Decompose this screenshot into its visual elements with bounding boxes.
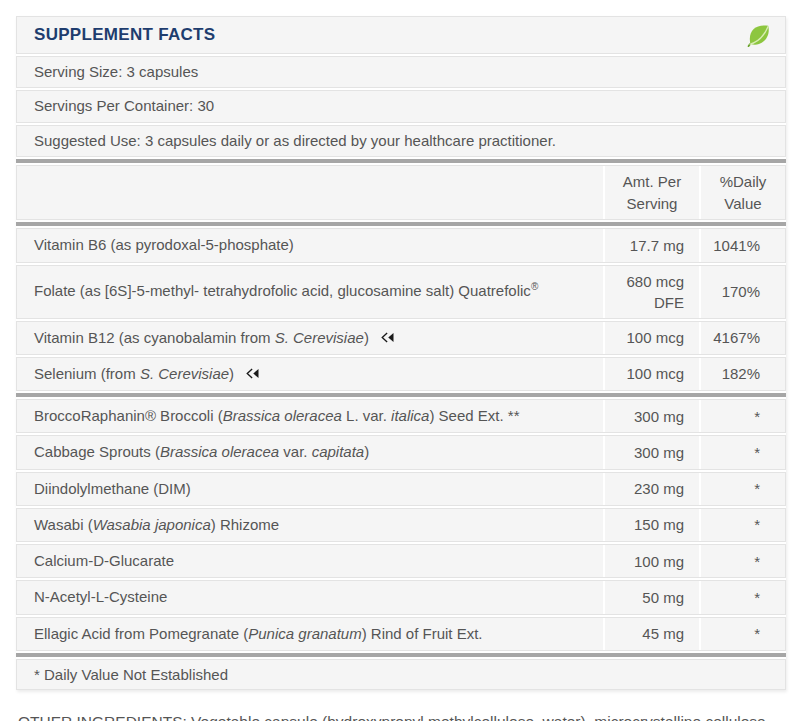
thick-divider <box>16 653 786 657</box>
table-row: BroccoRaphanin® Broccoli (Brassica olera… <box>16 399 786 433</box>
ingredient-name: Folate (as [6S]-5-methyl- tetrahydrofoli… <box>17 275 603 307</box>
thick-divider <box>16 222 786 226</box>
supplement-facts-panel: SUPPLEMENT FACTS Serving Size: 3 capsule… <box>16 16 786 690</box>
daily-value-cell: * <box>699 436 785 468</box>
amount-cell: 150 mg <box>603 509 699 541</box>
thick-divider <box>16 159 786 163</box>
amount-cell: 45 mg <box>603 618 699 650</box>
supplement-facts-section: SUPPLEMENT FACTS Serving Size: 3 capsule… <box>0 0 800 721</box>
serving-size-text: Serving Size: 3 capsules <box>34 63 198 80</box>
suggested-use-text: Suggested Use: 3 capsules daily or as di… <box>34 132 556 149</box>
daily-value-cell: * <box>699 473 785 505</box>
daily-value-cell: 182% <box>699 358 785 390</box>
servings-per-container-row: Servings Per Container: 30 <box>16 90 786 122</box>
ingredient-name: BroccoRaphanin® Broccoli (Brassica olera… <box>17 400 603 432</box>
amount-cell: 680 mcg DFE <box>603 266 699 318</box>
amount-cell: 17.7 mg <box>603 229 699 261</box>
ingredient-name: Vitamin B6 (as pyrodoxal-5-phosphate) <box>17 229 603 261</box>
table-row: Selenium (from S. Cerevisiae) 100 mcg182… <box>16 357 786 391</box>
nutrient-rows-botanicals: BroccoRaphanin® Broccoli (Brassica olera… <box>16 399 786 651</box>
table-row: Calcium-D-Glucarate100 mg* <box>16 544 786 578</box>
table-row: Cabbage Sprouts (Brassica oleracea var. … <box>16 435 786 469</box>
daily-value-cell: * <box>699 509 785 541</box>
amount-cell: 300 mg <box>603 400 699 432</box>
amount-cell: 100 mcg <box>603 358 699 390</box>
leaf-icon <box>745 22 772 49</box>
panel-title: SUPPLEMENT FACTS <box>34 25 215 45</box>
ingredient-name: Wasabi (Wasabia japonica) Rhizome <box>17 509 603 541</box>
daily-value-cell: 4167% <box>699 322 785 354</box>
daily-value-cell: 1041% <box>699 229 785 261</box>
table-row: N-Acetyl-L-Cysteine50 mg* <box>16 580 786 614</box>
table-row: Ellagic Acid from Pomegranate (Punica gr… <box>16 617 786 651</box>
table-row: Folate (as [6S]-5-methyl- tetrahydrofoli… <box>16 265 786 319</box>
table-row: Vitamin B6 (as pyrodoxal-5-phosphate)17.… <box>16 228 786 262</box>
column-header-amount: Amt. Per Serving <box>603 166 699 220</box>
panel-header: SUPPLEMENT FACTS <box>16 16 786 54</box>
column-header-ingredient <box>17 188 603 198</box>
amount-cell: 300 mg <box>603 436 699 468</box>
amount-cell: 100 mg <box>603 545 699 577</box>
daily-value-cell: * <box>699 618 785 650</box>
ingredient-name: Cabbage Sprouts (Brassica oleracea var. … <box>17 436 603 468</box>
daily-value-cell: * <box>699 545 785 577</box>
ingredient-name: Ellagic Acid from Pomegranate (Punica gr… <box>17 618 603 650</box>
ingredient-name: N-Acetyl-L-Cysteine <box>17 581 603 613</box>
naturized-icon <box>245 367 260 380</box>
ingredient-name: Diindolylmethane (DIM) <box>17 473 603 505</box>
amount-cell: 50 mg <box>603 581 699 613</box>
other-ingredients: OTHER INGREDIENTS: Vegetable capsule (hy… <box>18 710 784 721</box>
thick-divider <box>16 393 786 397</box>
suggested-use-row: Suggested Use: 3 capsules daily or as di… <box>16 125 786 157</box>
daily-value-cell: 170% <box>699 266 785 318</box>
ingredient-name: Selenium (from S. Cerevisiae) <box>17 358 603 390</box>
naturized-icon <box>380 331 395 344</box>
serving-size-row: Serving Size: 3 capsules <box>16 56 786 88</box>
nutrient-rows-vitamins: Vitamin B6 (as pyrodoxal-5-phosphate)17.… <box>16 228 786 391</box>
table-row: Vitamin B12 (as cyanobalamin from S. Cer… <box>16 321 786 355</box>
ingredient-name: Vitamin B12 (as cyanobalamin from S. Cer… <box>17 322 603 354</box>
amount-cell: 100 mcg <box>603 322 699 354</box>
ingredient-name: Calcium-D-Glucarate <box>17 545 603 577</box>
daily-value-cell: * <box>699 581 785 613</box>
column-header-daily-value: %Daily Value <box>699 166 785 220</box>
table-row: Diindolylmethane (DIM)230 mg* <box>16 472 786 506</box>
footnote-row: * Daily Value Not Established <box>16 659 786 690</box>
table-row: Wasabi (Wasabia japonica) Rhizome150 mg* <box>16 508 786 542</box>
servings-per-container-text: Servings Per Container: 30 <box>34 97 214 114</box>
amount-cell: 230 mg <box>603 473 699 505</box>
footnote-text: * Daily Value Not Established <box>34 666 228 683</box>
daily-value-cell: * <box>699 400 785 432</box>
column-header-row: Amt. Per Serving %Daily Value <box>16 165 786 221</box>
